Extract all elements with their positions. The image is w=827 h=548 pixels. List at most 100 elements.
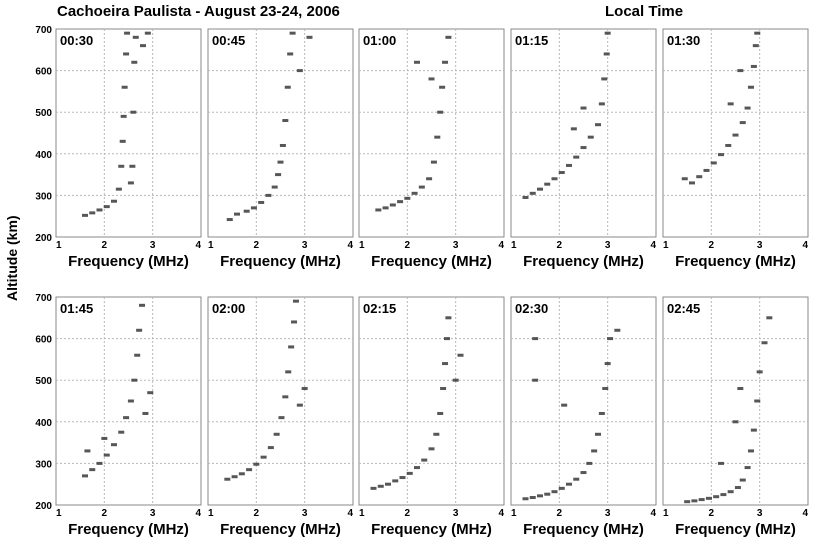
data-point	[440, 387, 447, 391]
data-point	[551, 177, 558, 181]
x-tick-label: 4	[195, 508, 201, 519]
data-point	[127, 399, 134, 403]
x-tick-label: 3	[302, 508, 308, 519]
data-point	[370, 486, 377, 490]
data-point	[82, 474, 88, 478]
x-tick-label: 1	[56, 508, 62, 519]
y-tick-label: 700	[35, 25, 52, 36]
panel-frame	[510, 28, 657, 238]
x-tick-label: 4	[347, 240, 353, 251]
data-point	[103, 205, 110, 209]
x-tick-label: 2	[405, 240, 411, 251]
data-point	[89, 468, 96, 472]
data-point	[430, 160, 437, 164]
data-point	[734, 486, 741, 490]
data-point	[389, 203, 396, 207]
data-point	[289, 31, 296, 35]
data-point	[747, 449, 754, 453]
x-tick-label: 3	[150, 508, 156, 519]
data-point	[580, 106, 587, 110]
data-point	[696, 175, 703, 179]
data-point	[580, 146, 587, 150]
x-tick-label: 3	[302, 240, 308, 251]
x-axis-label: Frequency (MHz)	[675, 521, 796, 538]
data-point	[279, 143, 286, 147]
data-point	[727, 102, 734, 106]
panel-frame	[55, 28, 202, 238]
data-point	[265, 193, 272, 197]
x-tick-label: 3	[605, 240, 611, 251]
data-point	[377, 484, 384, 488]
data-point	[437, 110, 444, 114]
data-point	[301, 387, 308, 391]
data-point	[234, 212, 240, 216]
data-point	[243, 209, 250, 213]
x-axis-label: Frequency (MHz)	[371, 521, 492, 538]
y-tick-label: 500	[35, 108, 52, 119]
panel-frame	[510, 296, 657, 506]
data-point	[544, 492, 551, 496]
x-tick-label: 1	[359, 240, 365, 251]
data-point	[118, 164, 125, 168]
data-point	[224, 477, 231, 481]
x-tick-label: 3	[757, 240, 763, 251]
data-point	[226, 218, 233, 222]
data-point	[282, 395, 289, 399]
data-point	[121, 85, 128, 89]
data-point	[684, 500, 691, 504]
data-point	[267, 446, 274, 450]
data-point	[522, 497, 529, 501]
data-point	[296, 403, 303, 407]
data-point	[532, 337, 539, 341]
data-point	[703, 168, 710, 172]
x-tick-label: 3	[605, 508, 611, 519]
data-point	[291, 320, 298, 324]
data-point	[96, 461, 103, 465]
x-axis-label: Frequency (MHz)	[675, 253, 796, 270]
data-point	[399, 476, 406, 480]
x-tick-label: 4	[347, 508, 353, 519]
panel-frame	[358, 28, 505, 238]
data-point	[750, 428, 757, 432]
data-point	[739, 121, 746, 125]
x-tick-label: 4	[498, 508, 504, 519]
data-point	[573, 477, 580, 481]
data-point	[89, 211, 96, 215]
x-tick-label: 1	[56, 240, 62, 251]
data-point	[558, 486, 565, 490]
y-tick-label: 200	[35, 233, 52, 244]
x-axis-label: Frequency (MHz)	[220, 253, 341, 270]
x-tick-label: 2	[254, 508, 260, 519]
x-tick-label: 1	[511, 240, 517, 251]
panel-time-label: 02:00	[212, 301, 245, 316]
data-point	[434, 135, 441, 139]
data-point	[82, 213, 88, 217]
data-point	[747, 85, 754, 89]
data-point	[604, 31, 611, 35]
data-point	[595, 432, 601, 436]
x-tick-label: 4	[802, 240, 808, 251]
panel-time-label: 02:30	[515, 301, 548, 316]
x-tick-label: 1	[663, 240, 669, 251]
data-point	[689, 181, 695, 185]
y-tick-label: 200	[35, 501, 52, 512]
panel-frame	[662, 296, 809, 506]
data-point	[754, 399, 761, 403]
panel-time-label: 01:45	[60, 301, 93, 316]
x-axis-label: Frequency (MHz)	[220, 521, 341, 538]
x-tick-label: 4	[498, 240, 504, 251]
x-tick-label: 4	[195, 240, 201, 251]
data-point	[601, 77, 608, 81]
data-point	[761, 341, 768, 345]
data-point	[710, 161, 717, 165]
data-point	[737, 69, 744, 73]
data-point	[428, 447, 435, 451]
data-point	[132, 35, 139, 39]
data-point	[452, 378, 459, 382]
data-point	[273, 432, 280, 436]
data-point	[439, 85, 446, 89]
y-tick-label: 600	[35, 67, 52, 78]
x-tick-label: 2	[254, 240, 260, 251]
y-tick-label: 500	[35, 376, 52, 387]
data-point	[118, 430, 125, 434]
